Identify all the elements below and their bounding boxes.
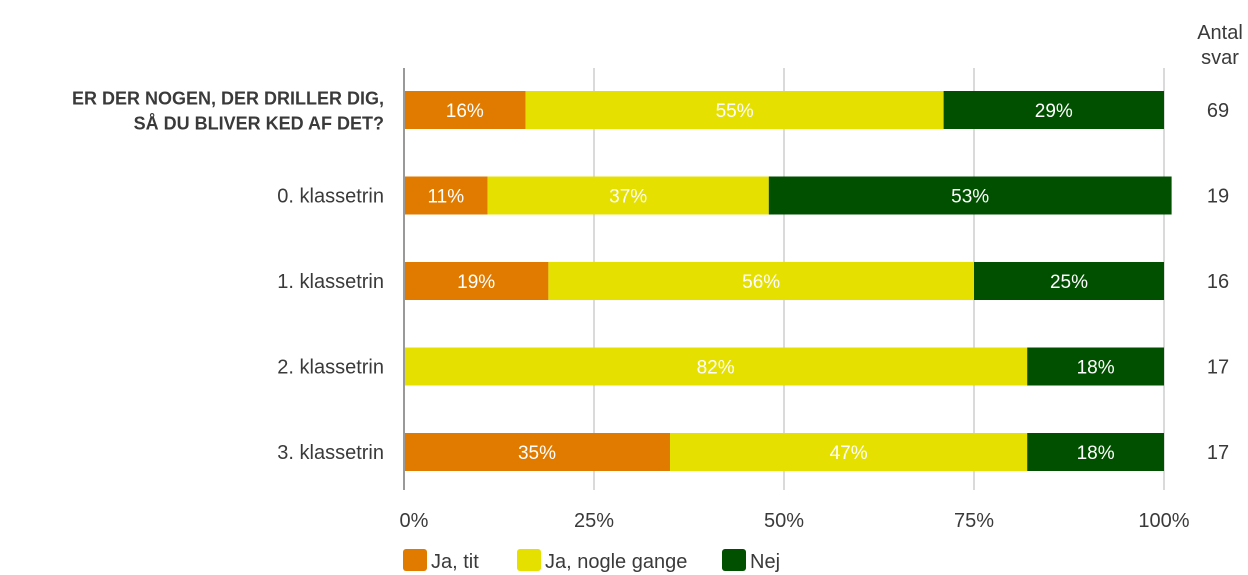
data-label: 18% <box>1077 358 1115 379</box>
category-label: SÅ DU BLIVER KED AF DET? <box>134 114 384 134</box>
count-value: 17 <box>1207 357 1229 379</box>
data-label: 37% <box>609 187 647 208</box>
bar-segment <box>768 176 1172 215</box>
data-label: 35% <box>518 443 556 464</box>
bar-segment <box>404 433 670 471</box>
x-tick-label: 100% <box>1138 510 1189 532</box>
count-value: 16 <box>1207 271 1229 293</box>
data-label: 55% <box>716 101 754 122</box>
x-tick-label: 25% <box>574 510 614 532</box>
bar-segment <box>1027 433 1164 471</box>
bar-segment <box>487 176 769 215</box>
category-label: ER DER NOGEN, DER DRILLER DIG, <box>72 89 384 109</box>
count-value: 69 <box>1207 100 1229 122</box>
bar-segment <box>670 433 1028 471</box>
bar-segment <box>525 91 944 129</box>
x-tick-label: 75% <box>954 510 994 532</box>
bar-segment <box>404 176 488 215</box>
data-label: 56% <box>742 272 780 293</box>
data-label: 47% <box>830 443 868 464</box>
bar-segment <box>548 262 974 300</box>
bar-segment <box>974 262 1164 300</box>
bar-segment <box>1027 347 1164 386</box>
bar-segment <box>404 91 526 129</box>
legend-swatch <box>403 549 427 571</box>
category-label: 3. klassetrin <box>277 442 384 464</box>
legend-label: Nej <box>750 551 780 573</box>
count-value: 19 <box>1207 186 1229 208</box>
data-label: 11% <box>427 187 464 208</box>
x-tick-label: 50% <box>764 510 804 532</box>
bar-segment <box>404 347 1028 386</box>
data-label: 29% <box>1035 101 1073 122</box>
x-tick-label: 0% <box>400 510 429 532</box>
category-label: 1. klassetrin <box>277 271 384 293</box>
legend-swatch <box>517 549 541 571</box>
data-label: 19% <box>457 272 495 293</box>
bar-segment <box>404 262 549 300</box>
count-value: 17 <box>1207 442 1229 464</box>
legend-swatch <box>722 549 746 571</box>
category-label: 2. klassetrin <box>277 357 384 379</box>
legend-label: Ja, nogle gange <box>545 551 687 573</box>
category-label: 0. klassetrin <box>277 186 384 208</box>
data-label: 25% <box>1050 272 1088 293</box>
data-label: 16% <box>446 101 484 122</box>
counts-header: svar <box>1201 47 1239 69</box>
data-label: 53% <box>951 187 989 208</box>
counts-header: Antal <box>1197 22 1243 44</box>
data-label: 18% <box>1077 443 1115 464</box>
bar-segment <box>943 91 1164 129</box>
data-label: 82% <box>697 358 735 379</box>
legend-label: Ja, tit <box>431 551 479 573</box>
